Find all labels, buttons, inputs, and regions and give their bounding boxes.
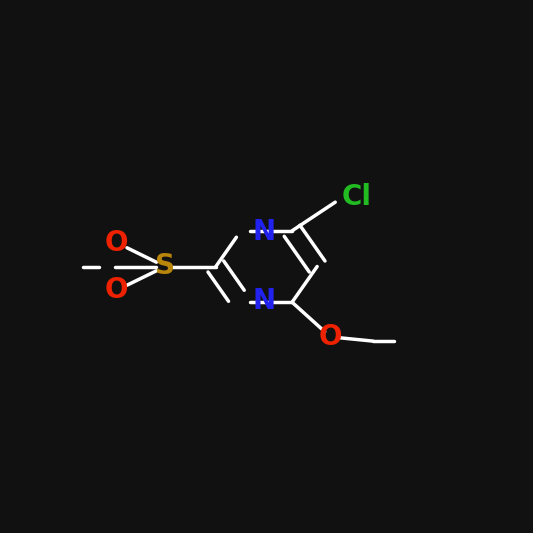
Text: O: O — [104, 277, 128, 304]
Text: O: O — [104, 229, 128, 256]
Text: Cl: Cl — [342, 183, 372, 211]
Text: S: S — [155, 253, 175, 280]
Text: O: O — [319, 323, 342, 351]
Text: N: N — [252, 218, 276, 246]
Text: N: N — [252, 287, 276, 315]
